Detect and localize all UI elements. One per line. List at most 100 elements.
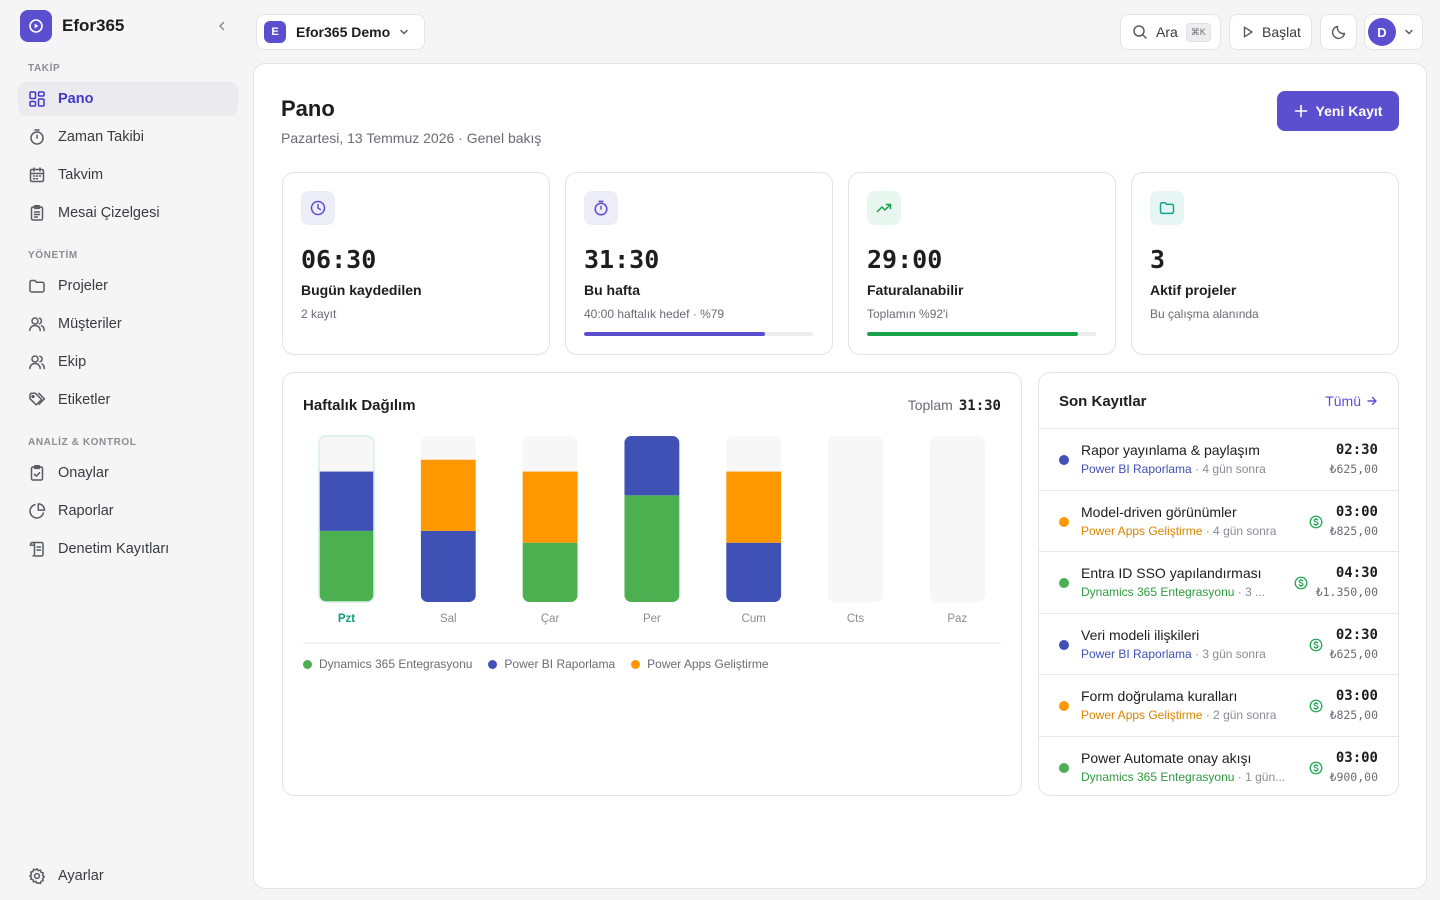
search-label: Ara (1156, 24, 1178, 40)
bar-segment (726, 542, 782, 602)
stat-sub: Toplamın %92'i (867, 307, 948, 321)
new-entry-button[interactable]: Yeni Kayıt (1277, 91, 1399, 131)
sidebar-item-label: Pano (58, 91, 94, 107)
page-subtitle: Pazartesi, 13 Temmuz 2026 · Genel bakış (281, 130, 542, 146)
folder-icon (29, 279, 45, 293)
legend-label: Power BI Raporlama (504, 657, 616, 671)
entry-duration: 03:00 (1335, 749, 1378, 766)
stat-sub: 40:00 haftalık hedef · %79 (584, 307, 725, 321)
search-button[interactable]: Ara ⌘K (1120, 14, 1221, 50)
stat-card-today: 06:30 Bugün kaydedilen 2 kayıt (282, 172, 550, 355)
entry-title: Rapor yayınlama & paylaşım (1081, 442, 1260, 458)
sidebar-item-label: Onaylar (58, 465, 109, 481)
play-icon (1243, 26, 1253, 38)
entry-project: Power BI Raporlama (1081, 646, 1192, 661)
entry-project: Power Apps Geliştirme (1081, 523, 1203, 538)
entry-when: · 3 ... (1234, 585, 1266, 599)
avatar: D (1368, 18, 1396, 46)
legend-dot (631, 659, 641, 669)
billable-progress (867, 332, 1096, 336)
start-label: Başlat (1262, 24, 1301, 40)
user-menu-button[interactable]: D (1364, 14, 1423, 50)
recent-entry[interactable]: Form doğrulama kuralları Power Apps Geliş… (1039, 674, 1398, 735)
bar-track (929, 436, 985, 602)
entry-amount: ₺625,00 (1329, 462, 1378, 476)
sidebar-item-raporlar[interactable]: Raporlar (18, 494, 238, 528)
recent-title: Son Kayıtlar (1059, 393, 1147, 410)
entry-duration: 03:00 (1335, 688, 1378, 704)
clipboard-check-icon (30, 465, 44, 481)
sidebar-item-musteriler[interactable]: Müşteriler (18, 307, 238, 341)
search-icon (1133, 25, 1147, 39)
stat-card-projects: 3 Aktif projeler Bu çalışma alanında (1131, 172, 1399, 355)
recent-entry[interactable]: Power Automate onay akışı Dynamics 365 En… (1039, 735, 1398, 796)
weekly-chart-card: Haftalık Dağılım Toplam 31:30 Pzt Sal Çar Pe… (282, 372, 1022, 796)
entry-amount: ₺825,00 (1329, 708, 1378, 722)
team-icon (29, 355, 45, 370)
calendar-icon (29, 167, 45, 183)
page-title: Pano (281, 96, 335, 121)
bar-group-cts: Cts (828, 436, 883, 625)
recent-entry[interactable]: Entra ID SSO yapılandırması Dynamics 365 … (1039, 551, 1398, 612)
sidebar-item-label: Zaman Takibi (58, 129, 144, 145)
bar-group-per: Per (624, 436, 680, 625)
entry-amount: ₺900,00 (1329, 769, 1378, 784)
view-all-link[interactable]: Tümü (1325, 393, 1378, 409)
legend-label: Power Apps Geliştirme (647, 657, 769, 671)
sidebar-item-label: Projeler (58, 278, 108, 294)
sidebar-item-zaman-takibi[interactable]: Zaman Takibi (18, 120, 238, 154)
theme-toggle-button[interactable] (1320, 14, 1357, 50)
sidebar-item-pano[interactable]: Pano (18, 82, 238, 116)
entry-duration: 03:00 (1335, 503, 1378, 520)
sidebar-item-mesai-cizelgesi[interactable]: Mesai Çizelgesi (18, 196, 238, 230)
entry-meta: Dynamics 365 Entegrasyonu · 3 ... (1081, 585, 1299, 599)
bar-group-pzt: Pzt (318, 435, 375, 625)
x-tick-label: Per (643, 613, 661, 625)
dashboard-icon (29, 91, 45, 107)
sidebar-item-ayarlar[interactable]: Ayarlar (18, 859, 238, 893)
entry-title: Veri modeli ilişkileri (1081, 626, 1200, 643)
bar-stack (319, 471, 374, 602)
collapse-sidebar-button[interactable] (212, 16, 232, 36)
bar-group-paz: Paz (929, 436, 985, 625)
x-tick-label: Çar (541, 613, 560, 625)
project-color-dot (1059, 639, 1069, 650)
bar-segment (624, 436, 680, 496)
stat-label: Bu hafta (584, 282, 640, 298)
sidebar-item-denetim-kayitlari[interactable]: Denetim Kayıtları (18, 532, 238, 566)
stat-label: Bugün kaydedilen (301, 282, 422, 298)
start-timer-button[interactable]: Başlat (1229, 14, 1312, 50)
sidebar-item-etiketler[interactable]: Etiketler (18, 383, 238, 417)
bar-stack (420, 459, 476, 602)
sidebar-item-onaylar[interactable]: Onaylar (18, 456, 238, 490)
entry-when: · 2 gün sonra (1202, 708, 1277, 722)
sidebar-item-ekip[interactable]: Ekip (18, 345, 238, 379)
weekly-bar-chart: Pzt Sal Çar Per Cum Cts Paz (303, 435, 1001, 644)
recent-entry[interactable]: Rapor yayınlama & paylaşım Power BI Rapor… (1039, 428, 1398, 489)
stopwatch-icon (30, 129, 44, 145)
bar-group-çar: Çar (522, 436, 578, 625)
workspace-switcher[interactable]: E Efor365 Demo (256, 14, 425, 50)
progress-fill (867, 332, 1078, 336)
clock-icon (301, 191, 335, 225)
recent-entry[interactable]: Veri modeli ilişkileri Power BI Raporlama… (1039, 612, 1398, 674)
entry-title: Form doğrulama kuralları (1081, 688, 1238, 704)
sidebar-item-takvim[interactable]: Takvim (18, 158, 238, 192)
entry-meta: Power BI Raporlama · 3 gün sonra (1081, 647, 1299, 661)
billable-dollar-icon (1309, 699, 1323, 713)
project-color-dot (1059, 762, 1069, 773)
project-color-dot (1059, 701, 1069, 711)
x-tick-label: Cts (847, 613, 865, 625)
entry-title: Power Automate onay akışı (1081, 749, 1252, 766)
recent-entry[interactable]: Model-driven görünümler Power Apps Gelişt… (1039, 489, 1398, 551)
sidebar-item-projeler[interactable]: Projeler (18, 269, 238, 303)
chart-total: Toplam 31:30 (908, 397, 1001, 414)
arrow-right-icon (1367, 396, 1377, 406)
entry-when: · 1 gün... (1234, 769, 1286, 784)
entry-project: Dynamics 365 Entegrasyonu (1081, 585, 1235, 599)
billable-dollar-icon (1309, 515, 1323, 528)
bar-segment (726, 471, 782, 543)
brand[interactable]: Efor365 (20, 10, 124, 42)
entry-when: · 4 gün sonra (1191, 462, 1266, 476)
legend-label: Dynamics 365 Entegrasyonu (319, 657, 473, 671)
